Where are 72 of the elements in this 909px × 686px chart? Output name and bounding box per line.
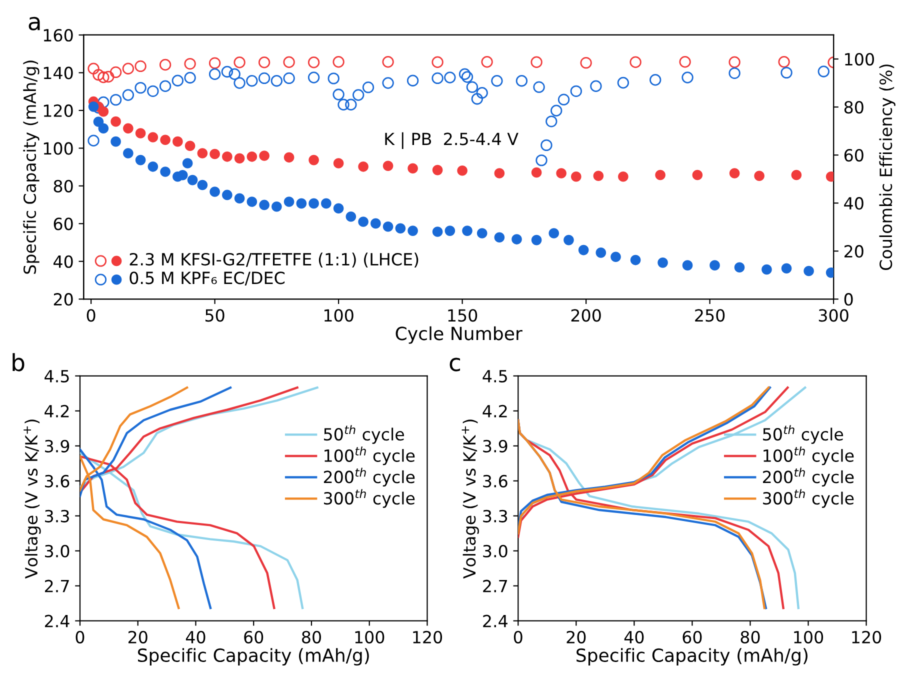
y-tick-label: 40 — [54, 255, 73, 268]
y-tick-label: 4.5 — [44, 370, 69, 382]
legend-label: 2.3 M KFSI-G2/TFETFE (1:1) (LHCE) — [130, 252, 418, 268]
y-tick-label: 2.7 — [44, 580, 69, 592]
x-axis-title: Specific Capacity (mAh/g) — [576, 648, 808, 666]
x-tick-label: 120 — [413, 630, 442, 644]
y-tick-label: 160 — [44, 28, 73, 42]
legend-label: 200$^{th}$ cycle — [324, 468, 415, 487]
annotation: K | PB 2.5-4.4 V — [385, 132, 518, 149]
y-tick-label: 20 — [54, 293, 73, 306]
y2-tick-label: 40 — [844, 197, 864, 210]
y-tick-label: 2.4 — [483, 614, 508, 628]
legend-label: 0.5 M KPF₆ EC/DEC — [130, 272, 285, 286]
y-tick-label: 3.6 — [45, 474, 70, 488]
x-tick-label: 100 — [324, 309, 354, 322]
x-tick-label: 300 — [818, 309, 848, 322]
x-tick-label: 200 — [571, 309, 601, 322]
y-axis-title: Specific Capacity (mAh/g) — [23, 60, 40, 274]
x-tick-label: 60 — [244, 630, 264, 644]
x-axis-title: Cycle Number — [396, 326, 522, 344]
x-tick-label: 20 — [128, 630, 148, 644]
chart-title: c — [450, 358, 460, 372]
legend-label: 50$^{th}$ cycle — [324, 425, 404, 444]
legend-label: 300$^{th}$ cycle — [763, 489, 854, 508]
chart-title: b — [12, 353, 24, 372]
x-tick-label: 120 — [852, 630, 882, 644]
legend-label: 100$^{th}$ cycle — [764, 446, 854, 466]
x-tick-label: 40 — [186, 630, 206, 644]
y-tick-label: 60 — [54, 218, 73, 230]
y-tick-label: 2.4 — [44, 614, 70, 628]
y2-axis-title: Coulombic Efficiency (%) — [879, 64, 896, 270]
x-tick-label: 80 — [302, 630, 321, 644]
x-tick-label: 40 — [624, 630, 644, 644]
y-tick-label: 3.9 — [483, 440, 508, 452]
x-tick-label: 50 — [205, 309, 224, 322]
y2-tick-label: 80 — [844, 100, 864, 114]
y-tick-label: 4.5 — [482, 370, 507, 382]
x-tick-label: 60 — [682, 630, 702, 644]
x-tick-label: 100 — [355, 630, 384, 644]
y-tick-label: 140 — [44, 66, 73, 80]
y-tick-label: 4.2 — [482, 404, 507, 418]
y2-tick-label: 60 — [844, 149, 864, 162]
legend-label: 50$^{th}$ cycle — [763, 425, 844, 444]
x-tick-label: 150 — [448, 309, 478, 322]
y-tick-label: 3.6 — [483, 474, 508, 488]
y-tick-label: 2.7 — [483, 580, 507, 592]
x-axis-title: Specific Capacity (mAh/g) — [138, 648, 369, 666]
x-tick-label: 0 — [514, 630, 522, 644]
y-tick-label: 4.2 — [44, 404, 69, 418]
x-tick-label: 0 — [76, 630, 84, 644]
x-tick-label: 100 — [794, 630, 824, 644]
legend-label: 300$^{th}$ cycle — [324, 489, 415, 508]
y-tick-label: 80 — [54, 180, 73, 192]
y-tick-label: 100 — [44, 142, 73, 155]
y-axis-title: Voltage (V vs K/K$^{+}$) — [462, 420, 479, 579]
y-tick-label: 3.3 — [483, 510, 508, 522]
y-tick-label: 3.3 — [45, 510, 69, 522]
legend-label: 200$^{th}$ cycle — [763, 468, 854, 487]
x-tick-label: 80 — [740, 630, 760, 644]
y-tick-label: 3.0 — [45, 544, 70, 558]
y2-tick-label: 0 — [844, 293, 853, 306]
x-tick-label: 0 — [86, 309, 96, 322]
chart-title: a — [28, 16, 40, 30]
y-tick-label: 120 — [44, 104, 73, 118]
y-tick-label: 3.9 — [45, 440, 70, 452]
x-tick-label: 20 — [566, 630, 586, 644]
y2-tick-label: 20 — [844, 245, 864, 258]
x-tick-label: 250 — [695, 309, 725, 322]
y2-tick-label: 100 — [845, 52, 874, 66]
legend-label: 100$^{th}$ cycle — [324, 446, 415, 466]
y-axis-title: Voltage (V vs K/K$^{+}$) — [24, 420, 41, 579]
y-tick-label: 3.0 — [483, 544, 508, 558]
